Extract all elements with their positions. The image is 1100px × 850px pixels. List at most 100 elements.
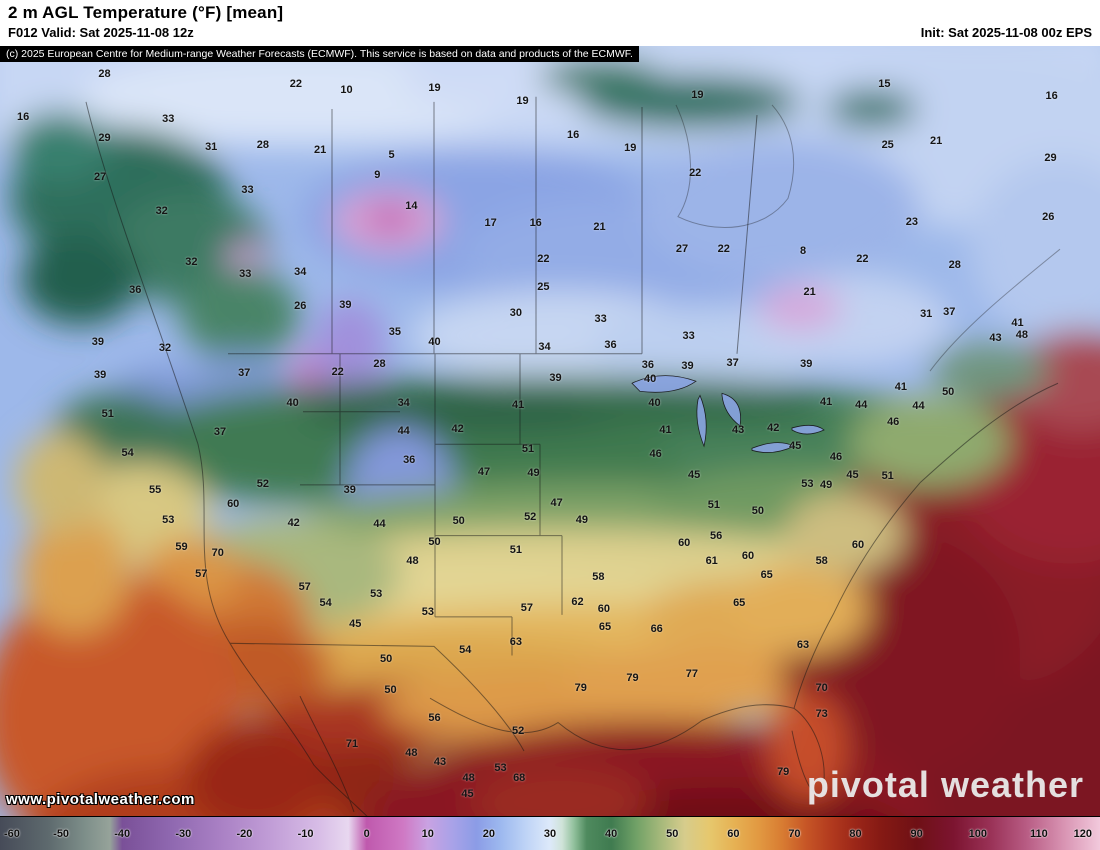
temp-label: 30 [509, 307, 523, 320]
map-canvas[interactable]: (c) 2025 European Centre for Medium-rang… [0, 46, 1100, 816]
colorbar-tick-label: 10 [421, 827, 434, 840]
temp-label: 26 [294, 300, 307, 313]
temp-label: 5 [388, 149, 395, 162]
temp-label: 50 [452, 515, 465, 528]
temp-label: 33 [239, 267, 252, 280]
temp-label: 33 [241, 183, 254, 196]
temp-label: 17 [484, 217, 497, 230]
temp-label: 39 [93, 368, 107, 381]
temp-label: 60 [741, 549, 755, 562]
temp-label: 40 [643, 373, 657, 386]
temp-label: 41 [659, 424, 672, 437]
colorbar: -60 -50 -40 -30 -20 -10 0 10 20 30 40 50 60 70 80 90 100… [0, 816, 1100, 850]
temp-label: 45 [687, 468, 701, 481]
temp-label: 44 [912, 399, 925, 412]
temp-label: 23 [905, 215, 919, 228]
temp-label: 59 [175, 540, 188, 553]
temperature-field-map [0, 46, 1100, 816]
temp-label: 22 [717, 242, 730, 255]
temp-label: 46 [887, 415, 900, 428]
temp-label: 33 [594, 313, 607, 326]
temp-label: 44 [397, 425, 410, 437]
colorbar-gradient [0, 817, 1100, 850]
temp-label: 79 [626, 672, 639, 685]
temp-label: 42 [287, 516, 300, 529]
forecast-valid-label: F012 Valid: Sat 2025-11-08 12z [8, 25, 194, 40]
colorbar-tick-label: 120 [1073, 827, 1092, 840]
temp-label: 71 [345, 737, 359, 750]
colorbar-tick-label: -20 [236, 827, 253, 840]
temp-label: 60 [227, 498, 240, 511]
temp-label: 9 [374, 169, 381, 182]
temp-label: 52 [524, 511, 537, 524]
temp-label: 52 [511, 724, 525, 737]
temp-label: 51 [521, 443, 535, 456]
temp-label: 21 [929, 135, 943, 148]
temp-label: 40 [428, 336, 441, 349]
temp-label: 57 [195, 568, 208, 581]
colorbar-tick-label: 80 [849, 827, 862, 840]
temp-label: 66 [650, 622, 663, 635]
temp-label: 79 [574, 682, 587, 695]
temp-label: 32 [155, 204, 168, 217]
temp-label: 14 [405, 200, 418, 213]
temp-label: 49 [819, 478, 833, 491]
colorbar-tick-label: 110 [1030, 827, 1048, 840]
temp-label: 51 [707, 498, 721, 511]
temp-label: 79 [777, 766, 790, 779]
temp-label: 19 [428, 82, 441, 95]
temp-label: 35 [388, 326, 402, 339]
init-label: Init: Sat 2025-11-08 00z EPS [920, 25, 1092, 40]
temp-label: 37 [943, 306, 956, 319]
temp-label: 39 [339, 298, 352, 311]
temp-label: 51 [101, 408, 114, 421]
temp-label: 63 [509, 635, 523, 648]
colorbar-tick-label: -40 [114, 827, 131, 840]
temp-label: 41 [819, 395, 833, 408]
temp-label: 26 [1042, 210, 1055, 223]
temp-label: 27 [93, 170, 107, 183]
temp-label: 22 [689, 167, 702, 180]
temp-label: 58 [815, 555, 828, 568]
colorbar-tick-label: 30 [543, 827, 557, 840]
temp-label: 54 [459, 644, 472, 657]
temp-label: 70 [815, 682, 828, 695]
temp-label: 65 [760, 568, 773, 581]
colorbar-tick-label: 70 [788, 827, 801, 840]
temp-label: 48 [1015, 328, 1029, 341]
temp-label: 39 [681, 360, 694, 373]
temp-label: 22 [331, 365, 344, 378]
temp-label: 56 [709, 529, 723, 542]
temp-label: 33 [162, 113, 175, 126]
temp-label: 33 [682, 329, 695, 342]
temp-label: 43 [989, 331, 1002, 344]
temp-label: 37 [213, 425, 227, 438]
temp-label: 39 [800, 358, 813, 370]
temp-label: 31 [205, 140, 218, 153]
colorbar-tick-label: 40 [604, 827, 618, 840]
temp-label: 62 [571, 595, 584, 608]
temp-label: 49 [527, 466, 540, 479]
great-lakes [631, 375, 825, 453]
colorbar-tick-label: -10 [297, 827, 314, 840]
temp-label: 47 [477, 465, 491, 478]
temp-label: 61 [705, 555, 718, 568]
temp-label: 21 [593, 220, 606, 233]
temp-label: 16 [16, 110, 30, 123]
temp-label: 28 [373, 358, 386, 370]
temp-label: 36 [641, 358, 655, 371]
temp-label: 53 [421, 605, 435, 618]
colorbar-tick-label: -30 [175, 827, 192, 840]
colorbar-tick-label: -50 [53, 827, 70, 840]
temp-label: 22 [289, 77, 303, 90]
temp-label: 16 [529, 217, 542, 230]
political-borders [85, 96, 1059, 816]
temp-label: 45 [349, 618, 362, 631]
temp-label-layer: 28 22 10 19 19 19 15 16 16 33 29 31 28 21 5 16 19 25 21 29 2… [0, 46, 1100, 816]
temp-label: 52 [256, 478, 270, 491]
temp-label: 43 [433, 756, 447, 769]
temp-label: 42 [767, 421, 780, 434]
temp-label: 65 [598, 621, 612, 634]
temp-label: 44 [855, 398, 868, 411]
